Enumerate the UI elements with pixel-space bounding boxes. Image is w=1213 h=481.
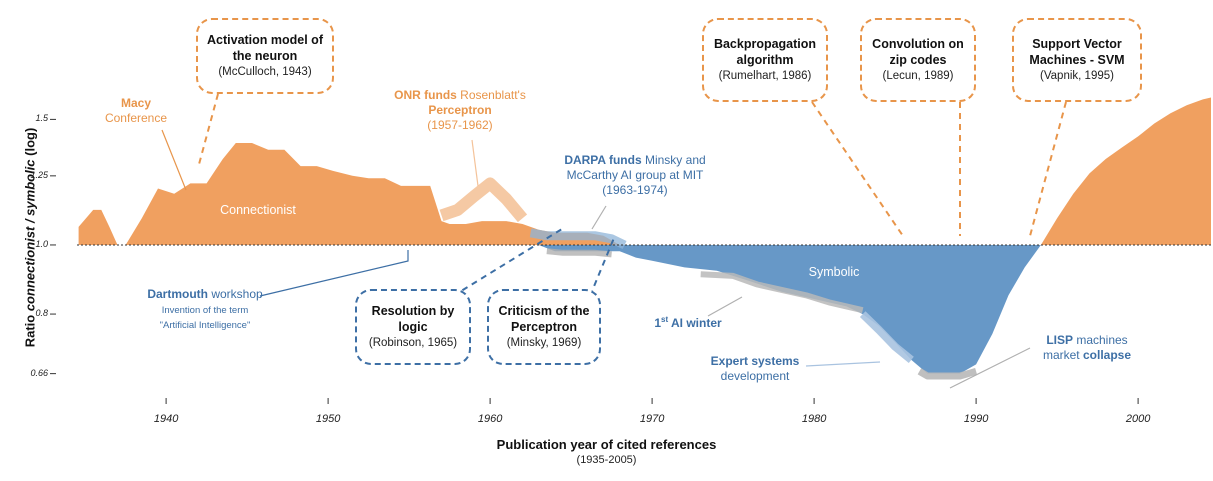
ai-winter-label: 1st AI winter (654, 315, 722, 330)
highlight-darpa-under (546, 248, 612, 258)
areas (78, 97, 1211, 374)
dartmouth-connector (259, 250, 409, 297)
convolution-box: Convolution on zip codes (Lecun, 1989) (860, 18, 976, 102)
macy-label: Macy Conference (104, 96, 168, 125)
highlight-lisp (917, 367, 978, 380)
x-axis-subtitle: (1935-2005) (576, 454, 637, 466)
symbolic-area-label: Symbolic (808, 265, 860, 279)
x-tick-label: 1970 (639, 413, 665, 425)
connectors (161, 93, 1067, 389)
x-tick-label: 1980 (801, 413, 827, 425)
y-tick-label: 1.25 (30, 169, 48, 180)
svm-box: Support Vector Machines - SVM (Vapnik, 1… (1012, 18, 1142, 102)
darpa-connector (591, 205, 607, 230)
x-tick-label: 1940 (153, 413, 179, 425)
svm-connector (1029, 101, 1067, 237)
onr-label: ONR funds Rosenblatt's Perceptron (1957-1… (394, 88, 526, 132)
y-tick-label: 0.66 (30, 367, 48, 378)
y-tick-label: 1.0 (35, 238, 48, 249)
darpa-label: DARPA funds Minsky and McCarthy AI group… (564, 153, 706, 197)
highlight-ai-winter (700, 271, 864, 314)
x-axis-title: Publication year of cited references (496, 437, 717, 452)
macy-connector (161, 129, 187, 191)
highlight-darpa (529, 228, 627, 250)
backpropagation-box: Backpropagation algorithm (Rumelhart, 19… (702, 18, 828, 102)
area-connectionist-0 (78, 143, 620, 245)
activation-connector (197, 93, 219, 169)
highlight-perceptron (439, 177, 528, 223)
lisp-connector (949, 347, 1031, 389)
onr-connector (471, 139, 479, 187)
area-symbolic-1 (538, 245, 1041, 374)
y-axis-title: Ratio connectionist / symbolic (log) (22, 127, 38, 348)
y-tick-label: 1.5 (35, 113, 48, 124)
dartmouth-label: Dartmouth workshop Invention of the term… (147, 287, 263, 331)
x-tick-label: 2000 (1125, 413, 1151, 425)
x-tick-label: 1950 (315, 413, 341, 425)
x-tick-label: 1990 (963, 413, 989, 425)
lisp-label: LISP machines market collapse (1042, 333, 1132, 362)
highlights (439, 177, 978, 380)
activation-model-box: Activation model of the neuron (McCulloc… (196, 18, 334, 94)
y-ticks (50, 118, 56, 375)
expert-systems-label: Expert systems development (710, 354, 800, 383)
criticism-box: Criticism of the Perceptron (Minsky, 196… (487, 289, 601, 365)
highlight-expert-systems (859, 311, 914, 364)
x-tick-label: 1960 (477, 413, 503, 425)
connectionist-area-label: Connectionist (220, 203, 296, 217)
expert-connector (805, 361, 881, 367)
y-tick-label: 0.8 (35, 308, 48, 319)
area-connectionist-2 (1040, 97, 1211, 245)
ai-winter-connector (707, 296, 743, 317)
x-ticks (165, 398, 1139, 404)
resolution-box: Resolution by logic (Robinson, 1965) (355, 289, 471, 365)
backprop-connector (811, 101, 904, 237)
